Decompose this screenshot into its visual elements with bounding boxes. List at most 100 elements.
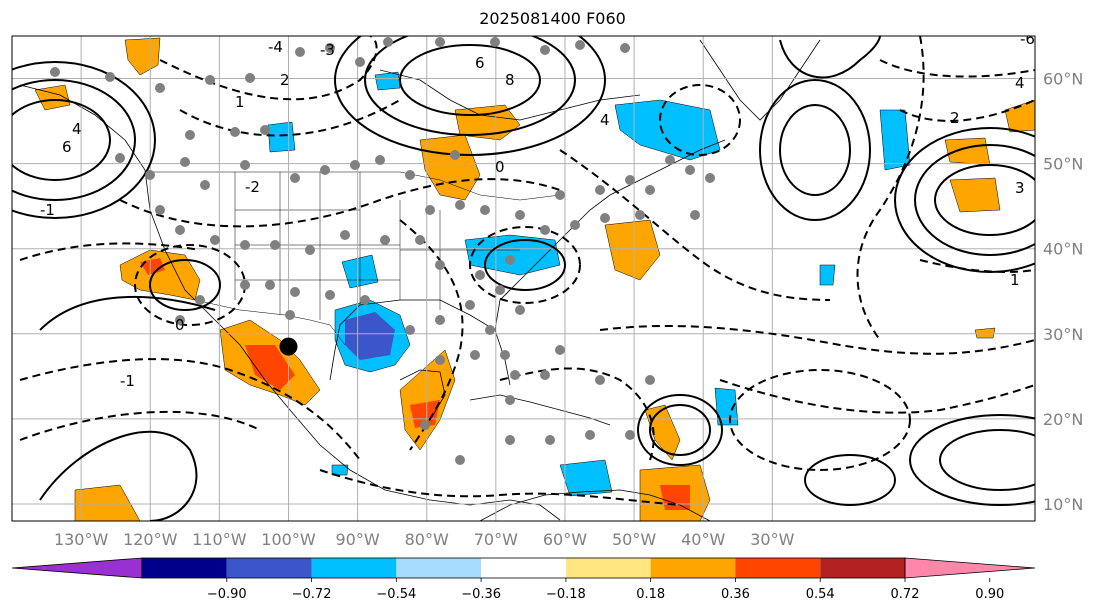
station-dot (145, 170, 155, 180)
latitude-tick-label: 50°N (1043, 155, 1083, 174)
contour-label: 4 (600, 111, 610, 129)
contours (12, 36, 1035, 521)
cool-area (331, 464, 349, 476)
east-coast (494, 139, 726, 331)
colorbar-tick-label: −0.54 (376, 587, 416, 602)
station-dot (690, 210, 700, 220)
station-dot (555, 345, 565, 355)
colorbar-tick-label: −0.72 (292, 587, 332, 602)
station-dot (475, 270, 485, 280)
station-dot (265, 280, 275, 290)
map-content: 6 4 2 1 0 -2 -4 -6 -1 -3 3 8 4 2 0 -1 1 … (12, 30, 1035, 521)
station-dot (540, 45, 550, 55)
station-dot (180, 157, 190, 167)
station-dot (175, 315, 185, 325)
warm-area (140, 258, 165, 275)
colorbar (11, 557, 1036, 579)
station-dot (455, 200, 465, 210)
contour-label: 8 (505, 71, 515, 89)
low-contour (179, 99, 401, 137)
station-dot (105, 72, 115, 82)
station-dot (620, 43, 630, 53)
station-dot (450, 150, 460, 160)
cool-area (819, 264, 836, 286)
station-dot (645, 375, 655, 385)
high-contour (484, 239, 566, 291)
station-dot (465, 300, 475, 310)
station-dot (155, 83, 165, 93)
longitude-tick-label: 130°W (54, 530, 109, 549)
colorbar-bin (142, 558, 227, 578)
warm-area (604, 219, 661, 281)
station-dot (340, 230, 350, 240)
colorbar-bin (820, 558, 905, 578)
station-dot (210, 235, 220, 245)
station-dot (435, 315, 445, 325)
station-dot (325, 43, 335, 53)
colorbar-tick-label: 0.90 (975, 587, 1004, 602)
high-contour (649, 404, 711, 456)
high-contour (759, 79, 871, 221)
colorbar-tick-label: 0.72 (891, 587, 920, 602)
map-frame (11, 35, 1036, 522)
warm-area (74, 484, 141, 521)
station-dot (260, 125, 270, 135)
station-dot (500, 350, 510, 360)
warm-area (410, 400, 440, 428)
station-dot (595, 185, 605, 195)
high-contour (12, 99, 111, 181)
cool-area (714, 387, 739, 426)
latitude-tick-label: 10°N (1043, 495, 1083, 514)
low-contour (319, 469, 681, 506)
contour-label: -1 (40, 201, 55, 219)
station-dot (285, 310, 295, 320)
station-dot (360, 295, 370, 305)
colorbar-bin (735, 558, 821, 578)
station-dot (540, 225, 550, 235)
negative-contours (19, 36, 1035, 506)
station-dot (415, 235, 425, 245)
cuba (469, 394, 611, 426)
warm-area (399, 349, 456, 451)
low-contour (599, 325, 1035, 355)
low-contour (919, 259, 1035, 273)
contour-label: -3 (320, 41, 335, 59)
station-dot (625, 175, 635, 185)
latitude-tick-label: 20°N (1043, 410, 1083, 429)
high-contour (149, 259, 221, 311)
station-dot (240, 280, 250, 290)
low-contour (899, 99, 1035, 122)
station-dot (383, 37, 393, 47)
highlight-marker (279, 337, 298, 356)
contour-label: 2 (950, 109, 960, 127)
contour-label: -6 (1020, 30, 1035, 48)
station-dot (230, 127, 240, 137)
station-dot (570, 220, 580, 230)
warm-area (949, 177, 1001, 213)
low-contour (719, 379, 1035, 414)
low-contour (856, 36, 925, 341)
high-contour (914, 144, 1035, 256)
station-dot (240, 240, 250, 250)
high-contour (399, 44, 541, 116)
cool-area (559, 459, 613, 497)
latitude-tick-label: 30°N (1043, 325, 1083, 344)
us-canada-border (150, 171, 561, 201)
low-contour (499, 367, 655, 461)
warm-area (419, 134, 481, 201)
station-dot (405, 325, 415, 335)
station-dot (380, 235, 390, 245)
low-contour (559, 149, 831, 301)
station-dot (205, 75, 215, 85)
contour-label: 6 (475, 54, 485, 72)
low-contour (119, 178, 561, 228)
contour-label: 1 (235, 93, 245, 111)
station-dot (540, 370, 550, 380)
us-mexico-border (194, 299, 346, 346)
warm-area (124, 37, 161, 76)
low-contour (469, 226, 581, 304)
contour-label: 4 (72, 120, 82, 138)
station-dot (155, 205, 165, 215)
longitude-tick-label: 100°W (261, 530, 316, 549)
station-dot (240, 160, 250, 170)
